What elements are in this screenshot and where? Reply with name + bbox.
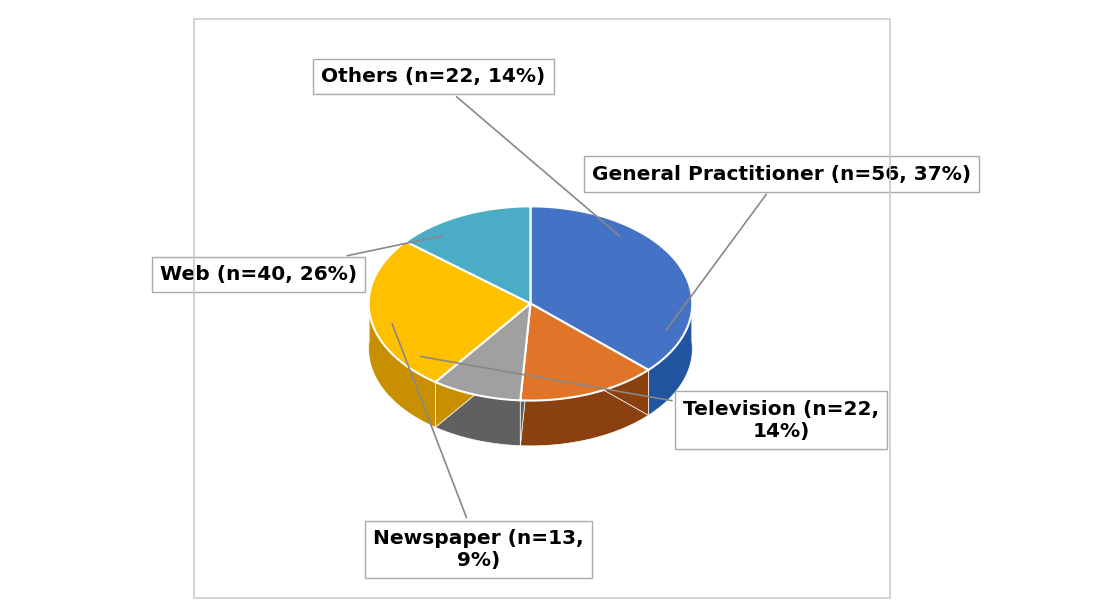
Polygon shape xyxy=(520,304,648,401)
Polygon shape xyxy=(368,242,530,382)
Polygon shape xyxy=(435,304,530,427)
Polygon shape xyxy=(520,304,530,446)
Polygon shape xyxy=(435,382,520,446)
Polygon shape xyxy=(530,304,648,415)
Text: Newspaper (n=13,
9%): Newspaper (n=13, 9%) xyxy=(374,324,584,570)
Polygon shape xyxy=(520,304,530,446)
Polygon shape xyxy=(530,304,648,415)
Polygon shape xyxy=(520,370,648,446)
Text: General Practitioner (n=56, 37%): General Practitioner (n=56, 37%) xyxy=(591,164,971,330)
Polygon shape xyxy=(435,304,530,427)
Text: Others (n=22, 14%): Others (n=22, 14%) xyxy=(321,67,620,236)
Polygon shape xyxy=(530,206,692,370)
Polygon shape xyxy=(648,296,692,415)
Polygon shape xyxy=(406,206,530,304)
Text: Web (n=40, 26%): Web (n=40, 26%) xyxy=(160,236,442,284)
Polygon shape xyxy=(435,304,530,401)
Text: Television (n=22,
14%): Television (n=22, 14%) xyxy=(421,356,879,441)
Polygon shape xyxy=(368,296,435,427)
